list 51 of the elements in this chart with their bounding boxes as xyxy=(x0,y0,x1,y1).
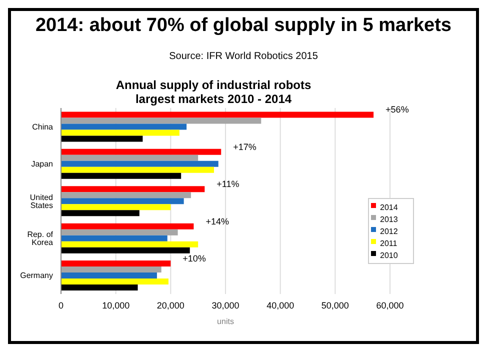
bar xyxy=(61,186,205,192)
bar xyxy=(61,266,162,273)
y-tick-label: Japan xyxy=(31,160,53,169)
x-tick-label: 10,000 xyxy=(102,300,130,310)
bar xyxy=(61,278,168,285)
bar xyxy=(61,130,180,136)
y-tick-label: United States xyxy=(30,192,53,210)
bar xyxy=(61,241,198,248)
bar xyxy=(61,272,157,279)
chart-title: 2014: about 70% of global supply in 5 markets xyxy=(34,15,452,37)
bar xyxy=(61,229,178,236)
x-tick-label: 30,000 xyxy=(212,300,240,310)
bar xyxy=(61,247,190,254)
bar xyxy=(61,166,214,173)
bar xyxy=(61,192,191,198)
bar xyxy=(61,112,374,118)
legend-label: 2012 xyxy=(380,227,398,236)
x-tick-label: 20,000 xyxy=(156,300,184,310)
bar xyxy=(61,235,168,242)
bar xyxy=(61,198,184,204)
bar xyxy=(61,118,262,124)
annotation: +17% xyxy=(233,142,256,152)
annotation: +11% xyxy=(216,179,240,190)
legend-label: 2014 xyxy=(380,203,398,212)
source-note: Source: IFR World Robotics 2015 xyxy=(168,51,319,62)
annotation: +10% xyxy=(182,254,206,264)
legend-label: 2011 xyxy=(380,239,398,248)
bar xyxy=(61,148,222,155)
bar xyxy=(61,172,182,179)
legend-label: 2010 xyxy=(380,251,398,260)
bar xyxy=(61,154,198,161)
bar xyxy=(61,223,194,230)
bar xyxy=(61,136,143,142)
bar xyxy=(61,124,187,130)
y-tick-label: Germany xyxy=(20,271,53,280)
bar xyxy=(61,204,171,210)
annotation: +56% xyxy=(386,104,409,115)
y-tick-label: China xyxy=(32,122,54,132)
bar xyxy=(61,260,171,267)
bar xyxy=(61,210,140,216)
x-axis-title: units xyxy=(217,317,234,326)
x-tick-label: 60,000 xyxy=(376,300,404,310)
x-tick-label: 40,000 xyxy=(266,300,294,310)
y-tick-label: Rep. of Korea xyxy=(27,230,54,248)
bar xyxy=(61,284,138,291)
x-tick-label: 50,000 xyxy=(321,300,349,310)
legend-label: 2013 xyxy=(380,215,398,224)
x-tick-label: 0 xyxy=(58,300,64,310)
chart-subtitle: Annual supply of industrial robots largest markets 2010 - 2014 xyxy=(114,78,312,106)
annotation: +14% xyxy=(206,216,229,226)
bar xyxy=(61,160,218,167)
